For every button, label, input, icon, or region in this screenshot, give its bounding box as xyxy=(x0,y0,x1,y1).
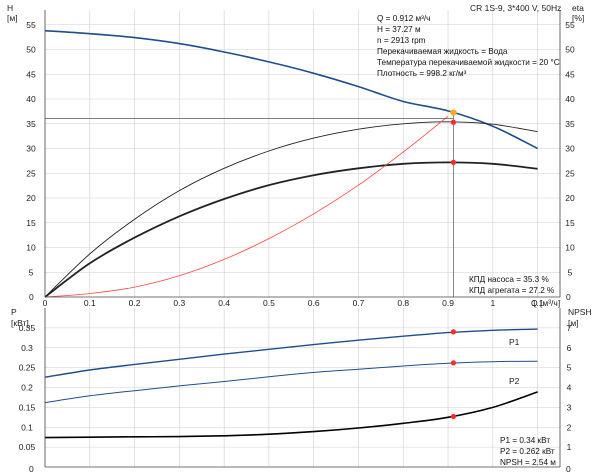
bottom-right-tick-label: 2 xyxy=(567,422,572,432)
left-axis-label-h: H xyxy=(7,3,13,13)
x-axis-unit-q: [м³/ч] xyxy=(540,298,560,308)
top-right-tick-label: 10 xyxy=(565,243,575,253)
bottom-operating-point-1 xyxy=(451,360,456,365)
bottom-right-tick-label: 5 xyxy=(567,363,572,373)
unit-efficiency-label: КПД агрегата = 27.2 % xyxy=(469,286,554,295)
bottom-left-tick-label: 0.05 xyxy=(19,442,36,452)
top-left-tick-label: 20 xyxy=(26,193,36,203)
x-tick-label: 0.4 xyxy=(218,298,230,308)
bottom-left-tick-label: 0.2 xyxy=(21,383,33,393)
bottom-right-tick-label: 1 xyxy=(567,442,572,452)
top-left-tick-label: 45 xyxy=(26,69,36,79)
pump-efficiency-curve xyxy=(45,122,538,297)
unit-efficiency-curve xyxy=(45,162,538,297)
x-tick-label: 0.5 xyxy=(263,298,275,308)
top-left-tick-label: 10 xyxy=(26,243,36,253)
x-tick-label: 0.1 xyxy=(84,298,96,308)
top-left-zero-label: 0 xyxy=(29,292,34,302)
x-tick-label: 1 xyxy=(490,298,495,308)
top-right-tick-label: 35 xyxy=(565,119,575,129)
top-left-tick-label: 25 xyxy=(26,168,36,178)
p1-curve xyxy=(45,329,538,377)
info-head: H = 37.27 м xyxy=(377,25,421,34)
top-right-tick-label: 45 xyxy=(565,69,575,79)
info-p2: P2 = 0.262 кВт xyxy=(500,447,555,456)
bottom-right-tick-label: 6 xyxy=(567,343,572,353)
top-left-tick-label: 5 xyxy=(29,267,34,277)
right-axis-unit-eta: [%] xyxy=(572,13,584,23)
left-axis-unit-p: [кВт] xyxy=(11,318,29,328)
top-right-zero-label: 0 xyxy=(566,292,571,302)
x-tick-label: 0.2 xyxy=(129,298,141,308)
operating-point-0 xyxy=(450,109,456,115)
bottom-operating-point-2 xyxy=(451,414,456,419)
info-flow: Q = 0.912 м³/ч xyxy=(377,14,430,23)
series-label-p1: P1 xyxy=(509,337,520,347)
top-right-tick-label: 50 xyxy=(565,45,575,55)
operating-point-2 xyxy=(451,160,456,165)
x-tick-label: 0.7 xyxy=(353,298,365,308)
info-p1: P1 = 0.34 кВт xyxy=(500,436,550,445)
npsh-curve xyxy=(45,392,538,438)
bottom-operating-point-0 xyxy=(451,329,456,334)
operating-point-1 xyxy=(451,120,456,125)
bottom-left-tick-label: 0.25 xyxy=(19,363,36,373)
right-axis-label-npsh: NPSH xyxy=(568,307,592,317)
system-curve xyxy=(45,116,448,297)
top-left-tick-label: 50 xyxy=(26,45,36,55)
left-axis-label-p: P xyxy=(11,307,17,317)
axis-layer: 5101520253035404550555101520253035404550… xyxy=(19,10,575,467)
bottom-left-tick-label: 0.1 xyxy=(21,422,33,432)
top-left-tick-label: 40 xyxy=(26,94,36,104)
top-left-tick-label: 15 xyxy=(26,218,36,228)
bottom-left-tick-label: 0.15 xyxy=(19,402,36,412)
grid-layer xyxy=(45,10,560,467)
series-label-p2: P2 xyxy=(509,376,520,386)
x-tick-label: 0.6 xyxy=(308,298,320,308)
top-right-tick-label: 25 xyxy=(565,168,575,178)
x-tick-label: 0 xyxy=(43,298,48,308)
top-right-tick-label: 5 xyxy=(568,267,573,277)
top-left-tick-label: 35 xyxy=(26,119,36,129)
top-right-tick-label: 40 xyxy=(565,94,575,104)
bottom-left-tick-label: 0.3 xyxy=(21,343,33,353)
bottom-right-tick-label: 4 xyxy=(567,383,572,393)
info-temperature: Температура перекачиваемой жидкости = 20… xyxy=(377,58,560,67)
top-right-tick-label: 30 xyxy=(565,144,575,154)
info-liquid: Перекачиваемая жидкость = Вода xyxy=(377,47,508,56)
bottom-right-tick-label: 3 xyxy=(567,402,572,412)
info-speed: n = 2913 rpm xyxy=(377,36,426,45)
top-right-tick-label: 15 xyxy=(565,218,575,228)
bottom-left-zero-label: 0 xyxy=(29,464,34,474)
x-axis-label-q: Q xyxy=(531,298,538,308)
info-npsh: NPSH = 2.54 м xyxy=(500,458,556,467)
bottom-right-zero-label: 0 xyxy=(566,464,571,474)
right-axis-label-eta: eta xyxy=(572,3,584,13)
pump-efficiency-label: КПД насоса = 35.3 % xyxy=(469,275,549,284)
left-axis-unit-h: [м] xyxy=(7,13,18,23)
top-left-tick-label: 30 xyxy=(26,144,36,154)
top-right-tick-label: 20 xyxy=(565,193,575,203)
info-density: Плотность = 998.2 кг/м³ xyxy=(377,69,467,78)
top-left-tick-label: 55 xyxy=(26,20,36,30)
x-tick-label: 0.9 xyxy=(442,298,454,308)
x-tick-label: 0.3 xyxy=(173,298,185,308)
x-tick-label: 0.8 xyxy=(397,298,409,308)
chart-title: CR 1S-9, 3*400 V, 50Hz xyxy=(470,3,561,13)
right-axis-unit-npsh: [м] xyxy=(568,318,579,328)
curve-layer xyxy=(45,31,538,438)
